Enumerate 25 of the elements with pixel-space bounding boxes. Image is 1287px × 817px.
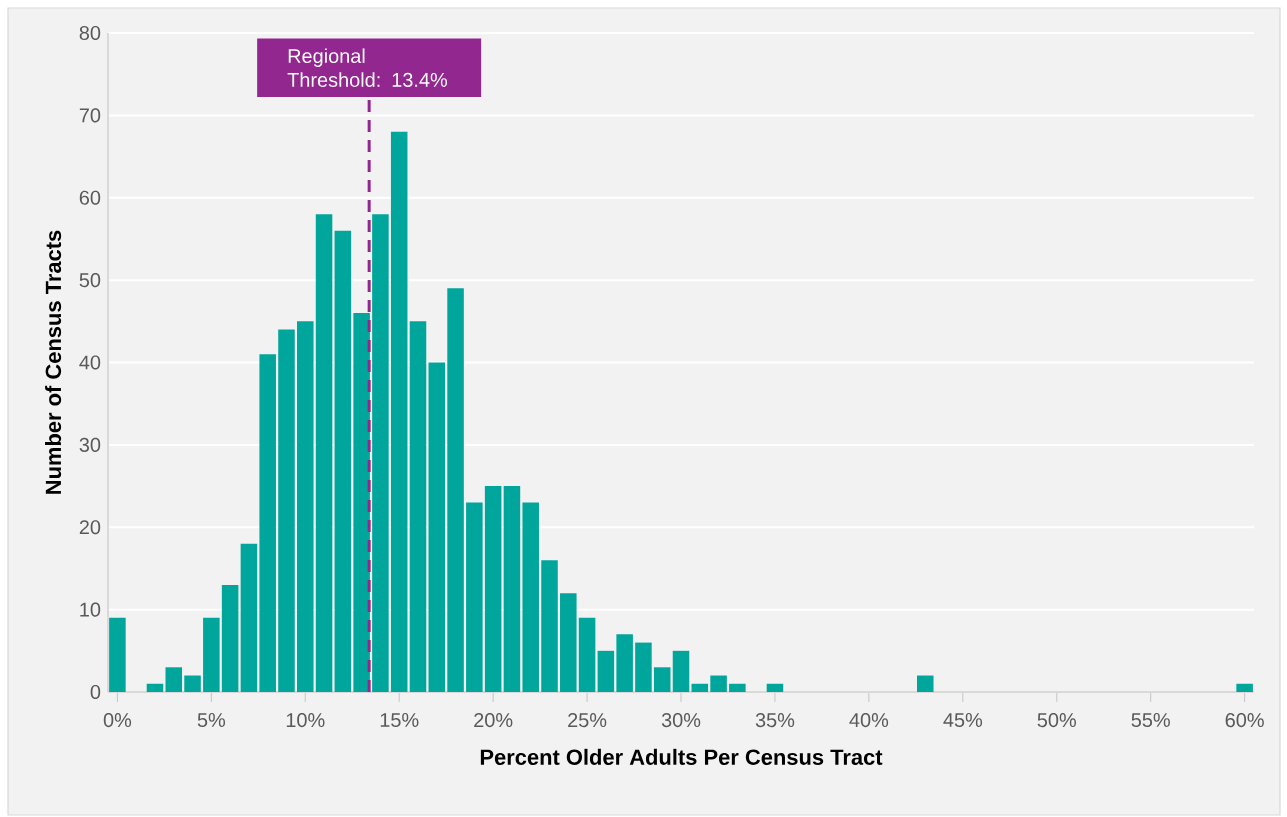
x-tick-label: 5%	[197, 713, 226, 728]
y-axis-title: Number of Census Tracts	[45, 230, 62, 494]
x-tick-label: 20%	[474, 713, 513, 728]
x-tick-label: 45%	[943, 713, 983, 728]
x-tick-label: 30%	[661, 713, 701, 728]
x-tick-label: 0%	[103, 713, 132, 728]
x-tick-label: 55%	[1131, 713, 1170, 728]
y-tick-label: 30	[79, 437, 101, 452]
x-tick-label: 25%	[568, 713, 607, 728]
y-tick-label: 20	[79, 520, 101, 535]
y-tick-label: 40	[79, 355, 101, 370]
y-tick-label: 60	[79, 190, 101, 205]
x-tick-label: 50%	[1037, 713, 1076, 728]
y-tick-label: 50	[79, 273, 101, 288]
x-tick-label: 40%	[849, 713, 889, 728]
y-tick-label: 0	[90, 684, 101, 700]
x-tick-label: 60%	[1225, 713, 1264, 728]
y-tick-label: 70	[79, 108, 101, 123]
x-axis-title: Percent Older Adults Per Census Tract	[480, 748, 883, 765]
y-tick-label: 10	[80, 602, 101, 617]
x-tick-label: 10%	[286, 713, 325, 728]
x-tick-label: 15%	[380, 713, 419, 728]
ref-line-label: Regional Threshold: 13.4%	[287, 48, 448, 87]
y-tick-label: 80	[79, 25, 101, 41]
x-tick-label: 35%	[755, 713, 795, 728]
